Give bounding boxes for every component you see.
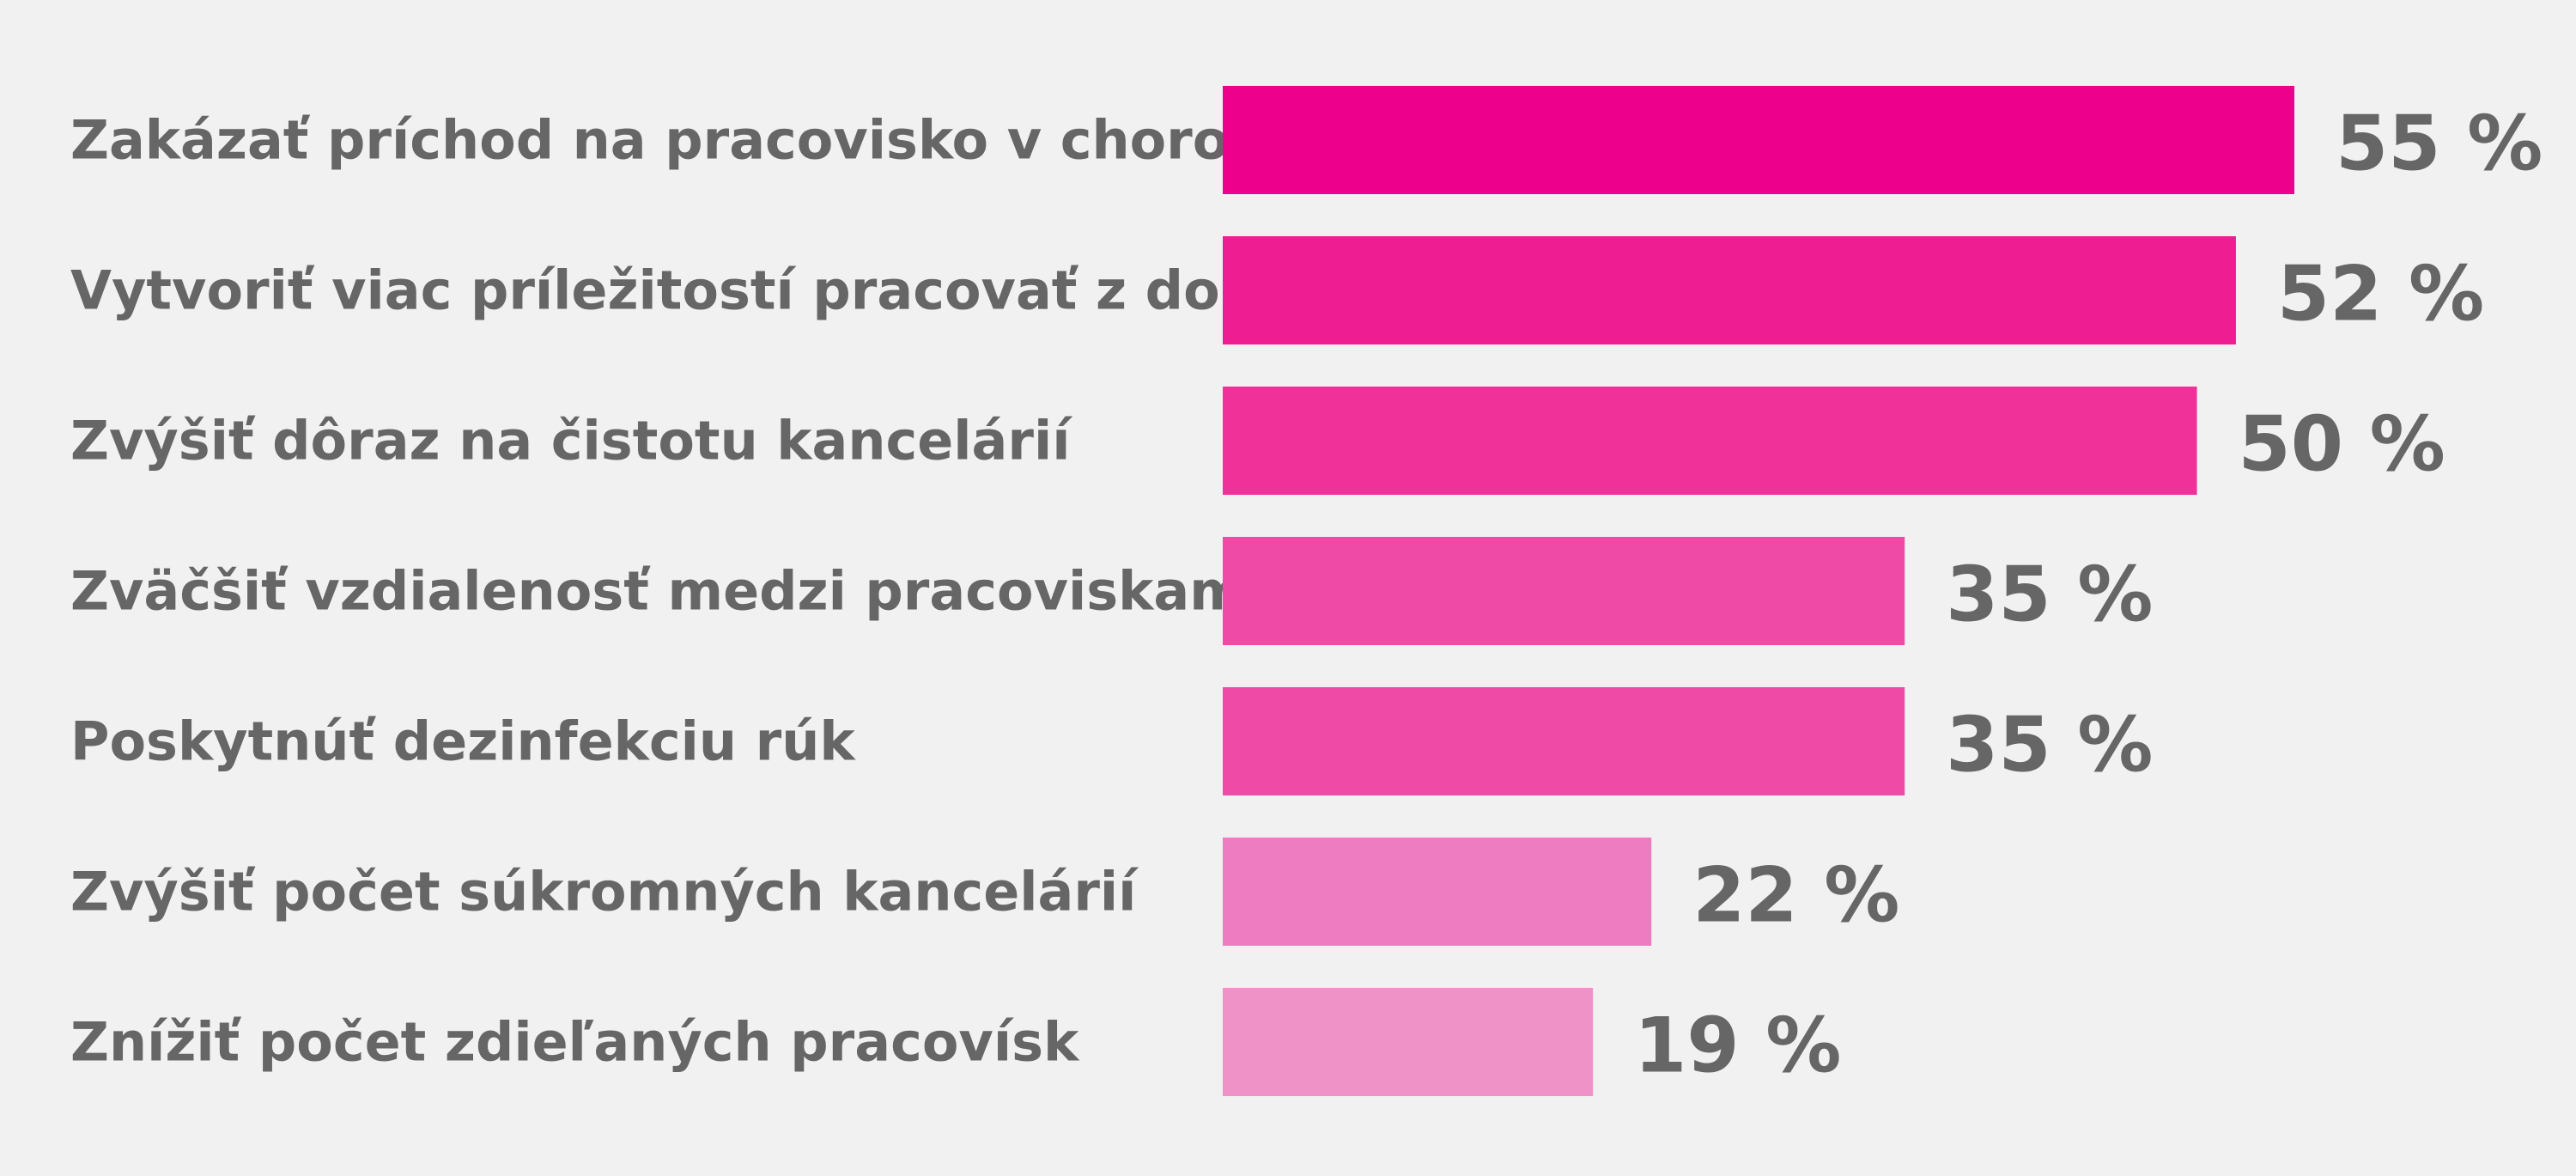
bar [1223,236,2236,344]
value-labels: 55 % 52 % 50 % 35 % 35 % 22 % 19 % [1634,100,2543,1090]
value-label: 35 % [1946,701,2153,789]
value-label: 22 % [1692,851,1899,940]
bar [1223,537,1905,645]
bar [1223,838,1652,946]
category-label: Zvýšiť počet súkromných kancelárií [70,861,1139,923]
value-label: 50 % [2239,400,2445,489]
bar [1223,86,2294,194]
value-label: 55 % [2336,100,2543,188]
bars [1223,86,2294,1096]
bar [1223,687,1905,795]
category-label: Znížiť počet zdieľaných pracovísk [70,1011,1080,1074]
value-label: 19 % [1634,1002,1841,1090]
category-label: Poskytnúť dezinfekciu rúk [70,710,856,773]
value-label: 35 % [1946,551,2153,639]
category-labels: Zakázať príchod na pracovisko v chorobe V… [70,109,1313,1074]
bar [1223,387,2197,495]
category-label: Zväčšiť vzdialenosť medzi pracoviskami [70,560,1263,623]
value-label: 52 % [2277,250,2484,338]
category-label: Zakázať príchod na pracovisko v chorobe [70,109,1303,172]
bar [1223,988,1594,1096]
category-label: Zvýšiť dôraz na čistotu kancelárií [70,410,1072,472]
category-label: Vytvoriť viac príležitostí pracovať z do… [70,259,1313,322]
